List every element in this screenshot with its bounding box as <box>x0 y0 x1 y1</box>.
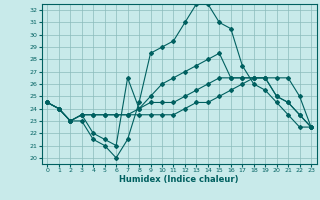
X-axis label: Humidex (Indice chaleur): Humidex (Indice chaleur) <box>119 175 239 184</box>
